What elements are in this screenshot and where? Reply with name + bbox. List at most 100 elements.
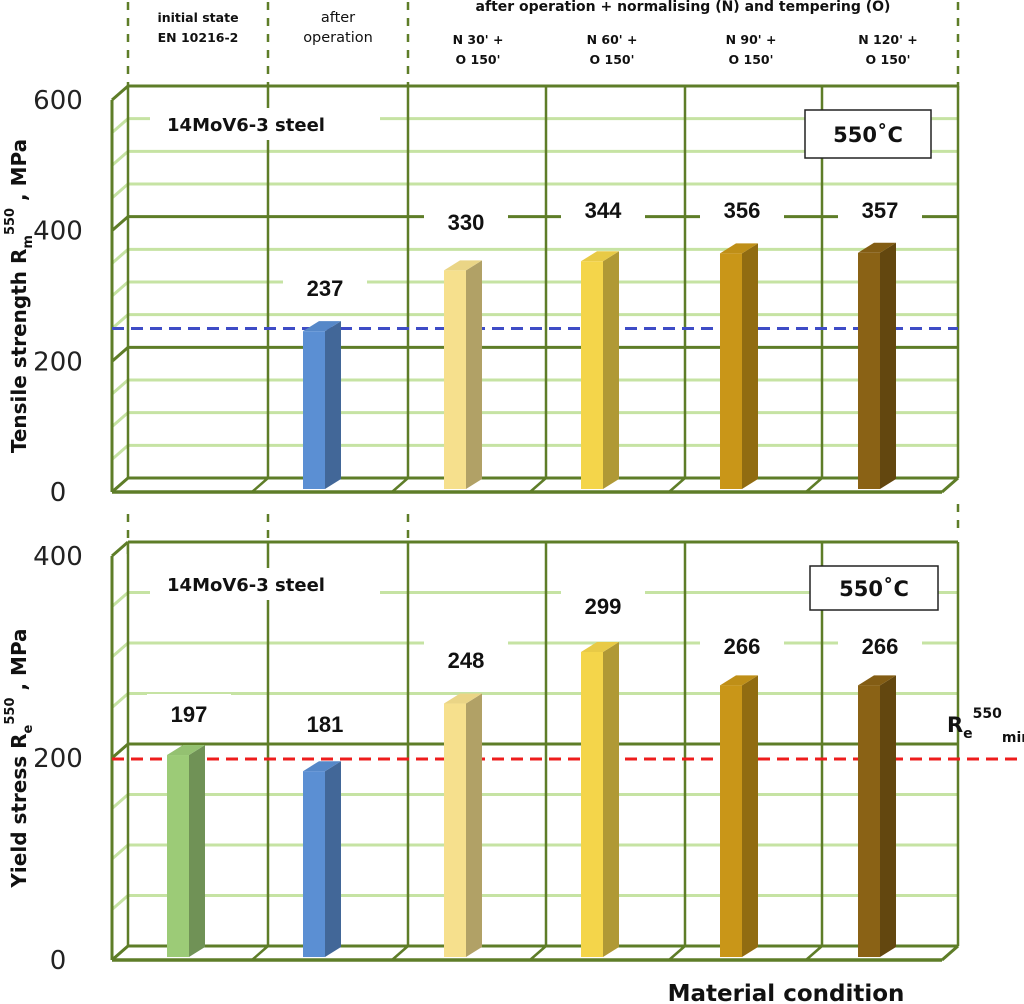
temperature-label: 550˚C: [839, 577, 909, 601]
value-label-3: 299: [585, 594, 622, 619]
bar-side: [189, 745, 205, 957]
header-n120: N 120' + O 150': [818, 30, 958, 70]
header-n120-line1: N 120' +: [858, 32, 918, 47]
header-n60-line2: O 150': [589, 52, 635, 67]
bar-top: [581, 251, 619, 262]
value-label-5: 357: [862, 198, 899, 223]
header-n60-line1: N 60' +: [586, 32, 638, 47]
steel-annotation: 14MoV6-3 steel: [167, 115, 325, 136]
y-axis-title-sub: m: [21, 235, 36, 249]
value-label-box: [147, 694, 231, 732]
value-label-2: 248: [448, 648, 485, 673]
header-n90: N 90' + O 150': [681, 30, 821, 70]
bar-side: [325, 761, 341, 957]
bar-top: [444, 260, 482, 271]
bar-front: [167, 755, 189, 957]
bar-2: [444, 260, 482, 489]
bar-top: [720, 243, 758, 254]
value-label-box: [283, 268, 367, 306]
temperature-box: [809, 565, 939, 611]
minor-gridline-floor: [111, 894, 129, 911]
column-floor-edge: [391, 945, 409, 961]
header-n30: N 30' + O 150': [408, 30, 548, 70]
header-group-normalising-tempering: after operation + normalising (N) and te…: [475, 0, 891, 15]
column-floor-edge: [251, 477, 269, 493]
bar-front: [581, 652, 603, 957]
column-floor-edge: [529, 477, 547, 493]
reference-label-base: R: [947, 713, 963, 737]
steel-annotation: 14MoV6-3 steel: [167, 575, 325, 596]
bar-front: [303, 331, 325, 489]
y-axis-title-tail: , MPa: [7, 139, 31, 208]
minor-gridline-floor: [111, 378, 129, 396]
bar-top: [303, 761, 341, 772]
reference-label-sub2: min: [1002, 730, 1024, 746]
header-n30-line1: N 30' +: [452, 32, 504, 47]
y-axis-title-base: Tensile strength R: [7, 249, 31, 454]
bar-2: [444, 693, 482, 957]
value-label-3: 344: [585, 198, 622, 223]
annotation-box: [150, 568, 380, 600]
value-label-4: 266: [724, 634, 761, 659]
bar-1: [303, 321, 341, 489]
bar-top: [167, 745, 205, 756]
y-tick-label: 400: [33, 542, 83, 572]
header-initial-state-line2: EN 10216-2: [157, 30, 239, 45]
bar-side: [325, 321, 341, 489]
bar-4: [720, 675, 758, 957]
minor-gridline-floor: [111, 313, 129, 330]
value-label-box: [424, 640, 508, 678]
column-floor-edge: [251, 945, 269, 961]
bar-front: [444, 270, 466, 489]
minor-gridline-floor: [111, 411, 129, 428]
value-label-1: 181: [307, 712, 344, 737]
column-floor-edge: [668, 945, 686, 961]
minor-gridline-floor: [111, 641, 129, 659]
y-axis-title-tail: , MPa: [7, 628, 31, 697]
header-after-operation-line1: after: [320, 10, 356, 26]
minor-gridline-floor: [111, 793, 129, 810]
major-gridline-floor: [111, 742, 129, 760]
bar-1: [303, 761, 341, 957]
bar-5: [858, 242, 896, 489]
bar-side: [603, 642, 619, 957]
header-n60: N 60' + O 150': [542, 30, 682, 70]
header-n90-line1: N 90' +: [725, 32, 777, 47]
bar-top: [720, 675, 758, 686]
minor-gridline-floor: [111, 692, 129, 709]
major-gridline-floor: [111, 215, 129, 232]
y-tick-label: 0: [50, 478, 67, 508]
bar-5: [858, 675, 896, 957]
header-initial-state-line1: initial state: [157, 10, 239, 25]
header-n90-line2: O 150': [728, 52, 774, 67]
column-floor-edge: [529, 945, 547, 961]
bar-top: [858, 675, 896, 686]
minor-gridline-floor: [111, 280, 129, 298]
x-axis-title: Material condition: [668, 981, 905, 1004]
y-axis-title-sup: 550: [3, 697, 18, 724]
bar-front: [858, 685, 880, 957]
minor-gridline-floor: [111, 182, 129, 200]
bar-front: [858, 252, 880, 489]
bar-top: [303, 321, 341, 332]
minor-gridline-floor: [111, 248, 129, 265]
x-axis-corner: [941, 944, 959, 962]
value-label-5: 266: [862, 634, 899, 659]
value-label-0: 197: [171, 702, 208, 727]
value-label-box: [838, 626, 922, 664]
y-tick-label: 400: [33, 217, 83, 247]
minor-gridline-floor: [111, 117, 129, 134]
column-floor-edge: [805, 945, 823, 961]
column-floor-edge: [668, 477, 686, 493]
value-label-1: 237: [307, 276, 344, 301]
y-axis-title-base: Yield stress R: [7, 733, 31, 888]
header-after-operation-line2: operation: [303, 30, 373, 46]
column-floor-edge: [111, 945, 129, 961]
reference-label-sub: e: [963, 726, 973, 742]
value-label-box: [561, 190, 645, 228]
temperature-label: 550˚C: [833, 123, 903, 147]
bar-side: [742, 675, 758, 957]
value-label-box: [283, 704, 367, 742]
bar-front: [303, 771, 325, 957]
bar-side: [742, 243, 758, 489]
